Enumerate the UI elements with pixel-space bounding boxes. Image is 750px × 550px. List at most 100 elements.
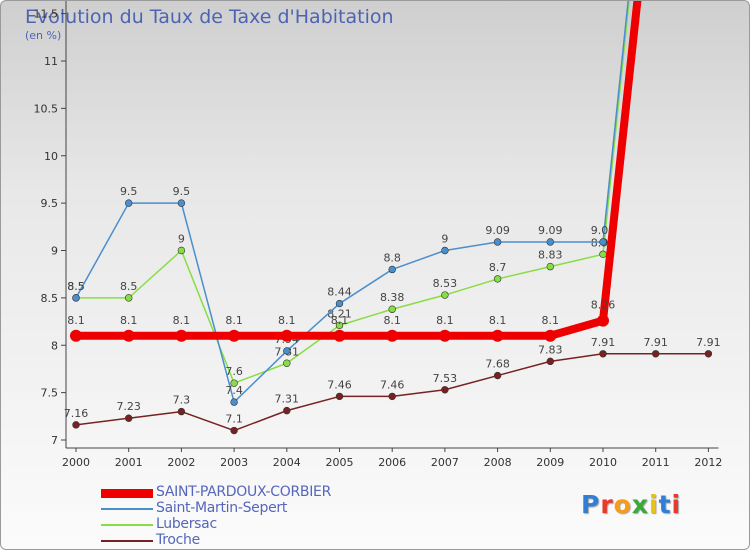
data-point	[124, 199, 133, 207]
legend-label: Saint-Martin-Sepert	[156, 500, 288, 516]
data-label: 7.91	[696, 336, 721, 349]
y-tick-label: 9	[51, 245, 58, 258]
data-point	[124, 414, 133, 422]
x-tick-label: 2012	[694, 456, 722, 469]
data-label: 7.68	[485, 358, 510, 371]
data-label: 8.26	[591, 299, 616, 312]
data-point	[388, 265, 396, 274]
legend-label: SAINT-PARDOUX-CORBIER	[156, 484, 332, 500]
data-label: 8.7	[489, 261, 507, 274]
legend-item: Lubersac	[101, 516, 421, 532]
data-label: 8.1	[225, 314, 243, 327]
data-point	[599, 250, 607, 258]
data-point	[335, 392, 344, 401]
data-point	[493, 275, 502, 283]
data-label: 8.1	[383, 314, 401, 327]
data-label: 8.1	[331, 314, 349, 327]
chart-title: Evolution du Taux de Taxe d'Habitation	[25, 6, 394, 28]
proxiti-logo: Proxiti	[581, 490, 682, 519]
data-point	[388, 305, 396, 313]
data-label: 9.5	[173, 185, 191, 198]
data-point	[122, 329, 135, 342]
data-point	[546, 262, 554, 271]
chart-unit-label: (en %)	[25, 29, 62, 42]
data-point	[491, 329, 504, 342]
legend-item: Saint-Martin-Sepert	[101, 500, 421, 516]
data-label: 8.38	[380, 291, 405, 304]
data-point	[546, 238, 554, 246]
data-point	[441, 246, 449, 255]
series-line-0	[76, 1, 642, 340]
data-point	[597, 314, 609, 327]
data-point	[388, 392, 396, 401]
data-label: 8.5	[67, 280, 85, 293]
data-label: 8.1	[173, 314, 191, 327]
y-tick-label: 11.5	[34, 8, 59, 21]
data-label: 9.09	[538, 224, 563, 237]
x-tick-label: 2000	[62, 456, 90, 469]
x-tick-label: 2009	[536, 456, 564, 469]
data-label: 8.83	[538, 249, 563, 262]
data-point	[177, 407, 186, 416]
data-point	[72, 294, 80, 302]
data-point	[230, 398, 238, 406]
data-point	[177, 199, 186, 207]
data-label: 7.31	[275, 393, 300, 406]
legend-swatch	[101, 508, 153, 510]
data-label: 9.09	[485, 224, 510, 237]
legend-item: SAINT-PARDOUX-CORBIER	[101, 484, 421, 500]
data-label: 8.1	[489, 314, 507, 327]
x-tick-label: 2011	[642, 456, 670, 469]
x-tick-label: 2005	[326, 456, 354, 469]
data-point	[599, 350, 607, 358]
data-point	[70, 329, 82, 342]
data-point	[546, 357, 554, 366]
legend-swatch	[101, 524, 153, 526]
data-label: 7.16	[64, 407, 89, 420]
data-point	[124, 294, 133, 302]
x-tick-label: 2008	[484, 456, 512, 469]
data-point	[438, 329, 451, 342]
data-label: 9.5	[120, 185, 138, 198]
data-point	[441, 291, 449, 299]
legend-label: Lubersac	[156, 516, 217, 532]
data-point	[175, 329, 188, 342]
x-tick-label: 2002	[167, 456, 195, 469]
data-point	[230, 426, 238, 435]
data-label: 7.46	[327, 378, 352, 391]
y-tick-label: 10	[44, 150, 58, 163]
data-label: 7.6	[225, 365, 243, 378]
data-label: 9	[441, 233, 448, 246]
x-tick-label: 2010	[589, 456, 617, 469]
legend-swatch	[101, 488, 153, 498]
data-label: 7.3	[173, 394, 191, 407]
data-point	[283, 359, 291, 367]
data-label: 8.44	[327, 286, 352, 299]
y-tick-label: 10.5	[34, 102, 59, 115]
legend-item: Troche	[101, 532, 421, 548]
data-label: 8.1	[542, 314, 560, 327]
data-label: 7.83	[538, 343, 563, 356]
y-tick-label: 8	[51, 339, 58, 352]
data-point	[283, 406, 291, 415]
data-label: 7.46	[380, 378, 405, 391]
y-tick-label: 7.5	[41, 387, 59, 400]
data-label: 8.1	[436, 314, 454, 327]
x-tick-label: 2004	[273, 456, 301, 469]
data-point	[599, 238, 607, 246]
x-tick-label: 2007	[431, 456, 459, 469]
data-point	[493, 371, 502, 380]
series-line-3	[75, 353, 709, 432]
data-label: 8.1	[120, 314, 138, 327]
data-point	[177, 246, 186, 255]
data-point	[72, 421, 80, 429]
data-label: 8.53	[433, 277, 458, 290]
data-point	[386, 329, 399, 342]
x-tick-label: 2001	[115, 456, 143, 469]
data-label: 7.23	[116, 400, 141, 413]
data-label: 8.21	[327, 307, 352, 320]
data-label: 7.53	[433, 372, 458, 385]
y-tick-label: 9.5	[41, 197, 59, 210]
